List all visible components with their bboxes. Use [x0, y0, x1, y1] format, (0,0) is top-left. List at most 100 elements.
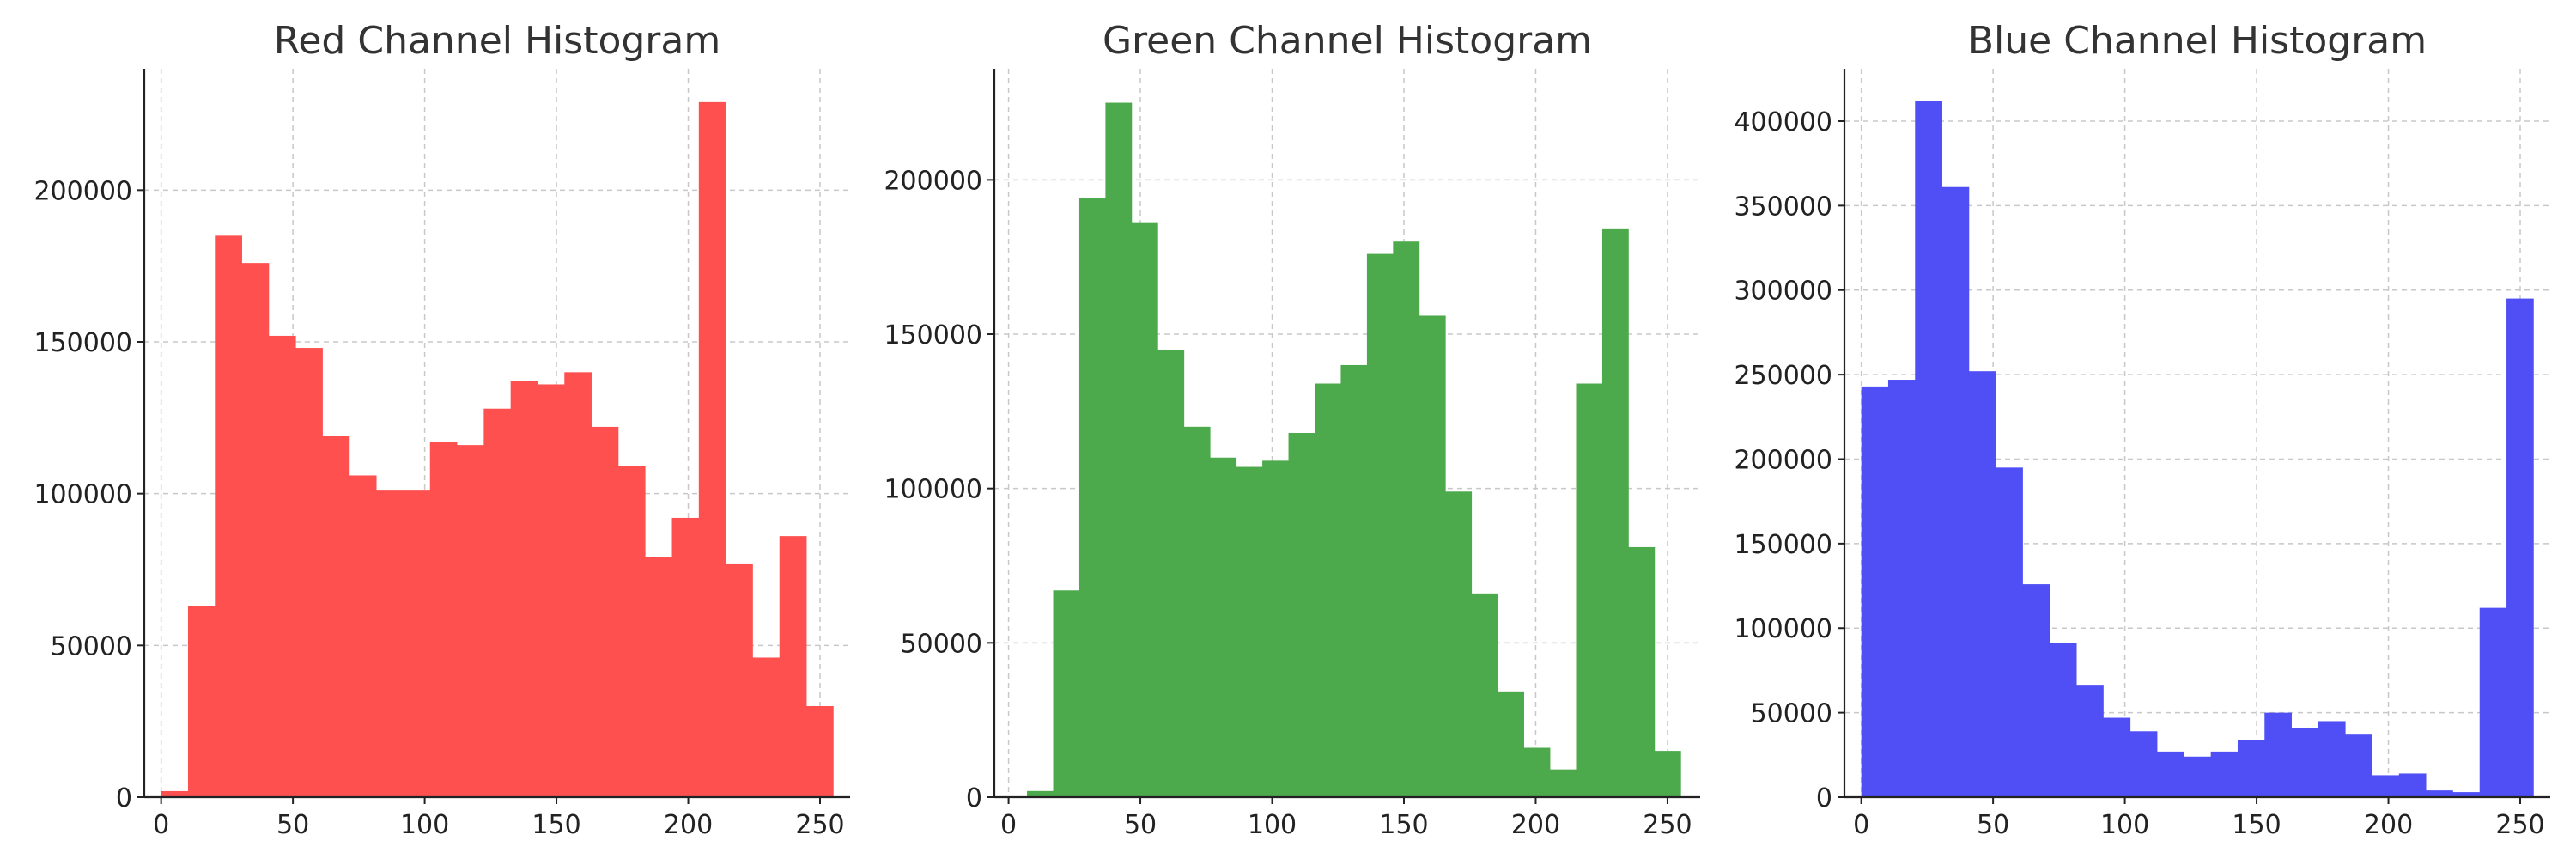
red-histogram-bar	[268, 335, 296, 797]
red-histogram-bar	[457, 445, 484, 797]
blue-histogram-bar	[1915, 101, 1942, 798]
red-x-tick-label: 100	[400, 810, 449, 840]
green-histogram-bar	[1393, 241, 1420, 797]
red-histogram-bar	[161, 790, 189, 797]
red-histogram-bar	[537, 384, 565, 797]
red-histogram-bar	[806, 706, 834, 797]
red-histogram-bar	[483, 408, 512, 797]
green-histogram-bar	[1471, 593, 1498, 797]
red-histogram-bar	[591, 426, 619, 797]
green-histogram-bar	[1654, 751, 1681, 797]
blue-x-tick-label: 150	[2232, 810, 2281, 840]
blue-histogram-bar	[2452, 792, 2481, 797]
red-x-tick-label: 250	[795, 810, 844, 840]
blue-histogram-bar	[2426, 790, 2453, 797]
blue-y-tick-label: 150000	[1734, 530, 1832, 560]
green-histogram-bar	[1550, 769, 1577, 797]
blue-histogram-bar	[2210, 751, 2239, 797]
blue-histogram-bar	[1996, 467, 2023, 797]
green-histogram-bar	[1523, 747, 1551, 797]
blue-histogram-bar	[2479, 607, 2507, 797]
green-histogram-bar	[1105, 102, 1133, 798]
blue-y-tick-label: 250000	[1734, 361, 1832, 391]
green-histogram-bar	[1445, 491, 1473, 797]
green-histogram-bar	[1131, 222, 1158, 797]
red-x-tick-label: 0	[153, 810, 169, 840]
red-histogram-bar	[376, 490, 404, 797]
blue-x-tick-label: 0	[1853, 810, 1869, 840]
green-histogram-bar	[1498, 691, 1524, 797]
green-y-tick-label: 200000	[884, 166, 982, 196]
blue-histogram-bar	[2157, 751, 2184, 797]
red-histogram-bar	[779, 536, 807, 797]
blue-y-tick-label: 400000	[1734, 107, 1832, 137]
blue-x-tick-label: 200	[2364, 810, 2413, 840]
red-histogram-bar	[241, 263, 270, 798]
red-histogram-bar	[671, 517, 700, 797]
blue-histogram-bar	[1968, 371, 1996, 797]
red-x-tick-label: 50	[276, 810, 309, 840]
green-histogram-bar	[1210, 457, 1237, 797]
blue-histogram-bar	[2103, 717, 2131, 797]
red-histogram-bar	[564, 372, 592, 797]
green-x-tick-label: 0	[1000, 810, 1017, 840]
green-histogram-bar	[1601, 228, 1629, 798]
green-x-tick-label: 50	[1124, 810, 1157, 840]
red-histogram-bar	[726, 563, 753, 797]
green-y-tick-label: 50000	[901, 629, 982, 659]
green-histogram-bar	[1315, 383, 1341, 797]
green-histogram-bar	[1288, 433, 1315, 797]
blue-histogram-bar	[2076, 685, 2104, 797]
green-histogram-bar	[1576, 383, 1603, 797]
blue-histogram-bar	[2264, 712, 2292, 797]
green-histogram-bar	[1262, 460, 1289, 797]
red-histogram-bar	[187, 606, 216, 797]
red-x-tick-label: 200	[664, 810, 713, 840]
red-histogram-bar	[645, 557, 672, 797]
red-y-tick-label: 50000	[51, 631, 132, 661]
green-x-tick-label: 200	[1511, 810, 1560, 840]
blue-y-tick-label: 200000	[1734, 445, 1832, 475]
red-y-tick-label: 150000	[33, 328, 132, 358]
red-y-tick-label: 200000	[33, 176, 132, 206]
blue-histogram-bar	[2345, 734, 2372, 797]
red-histogram-bar	[617, 466, 646, 797]
blue-x-tick-label: 100	[2100, 810, 2149, 840]
red-chart-title: Red Channel Histogram	[274, 19, 720, 63]
blue-histogram-panel: 0 50 100 150 200 250 0 50000 100000 150000 200000 2…	[1734, 19, 2550, 840]
blue-y-tick-label: 300000	[1734, 277, 1832, 307]
red-histogram-panel: 0 50 100 150 200 250 0 50000 100000 150000 200000 R…	[33, 19, 850, 840]
blue-histogram-bar	[2049, 643, 2077, 797]
green-histogram-panel: 0 50 100 150 200 250 0 50000 100000 150000 200000 G…	[884, 19, 1700, 840]
blue-histogram-bar	[1941, 186, 1970, 798]
red-histogram-bar	[403, 490, 431, 797]
blue-x-tick-label: 50	[1977, 810, 2009, 840]
green-chart-title: Green Channel Histogram	[1103, 19, 1592, 63]
red-histogram-bar	[752, 657, 781, 797]
blue-histogram-bar	[1861, 386, 1889, 797]
red-histogram-bar	[349, 475, 377, 797]
blue-y-tick-label: 100000	[1734, 614, 1832, 644]
blue-histogram-bar	[2184, 756, 2212, 797]
red-y-tick-label: 100000	[33, 480, 132, 510]
blue-y-tick-label: 50000	[1751, 699, 1832, 729]
blue-x-tick-label: 250	[2495, 810, 2544, 840]
blue-y-tick-label: 350000	[1734, 192, 1832, 222]
green-histogram-bar	[1027, 790, 1054, 797]
blue-histogram-bar	[2129, 731, 2158, 797]
red-histogram-bar	[429, 442, 458, 797]
green-x-tick-label: 250	[1643, 810, 1692, 840]
red-histogram-bar	[322, 436, 350, 797]
red-x-tick-label: 150	[532, 810, 580, 840]
blue-histogram-bar	[2022, 584, 2050, 797]
green-x-tick-label: 100	[1248, 810, 1297, 840]
blue-histogram-bar	[2506, 298, 2534, 797]
blue-histogram-bar	[2372, 775, 2400, 797]
red-histogram-bar	[295, 348, 323, 798]
blue-histogram-bar	[2291, 728, 2319, 797]
blue-histogram-bar	[2237, 740, 2265, 797]
green-y-tick-label: 100000	[884, 475, 982, 505]
red-y-tick-label: 0	[116, 783, 132, 813]
blue-chart-title: Blue Channel Histogram	[1968, 19, 2427, 63]
